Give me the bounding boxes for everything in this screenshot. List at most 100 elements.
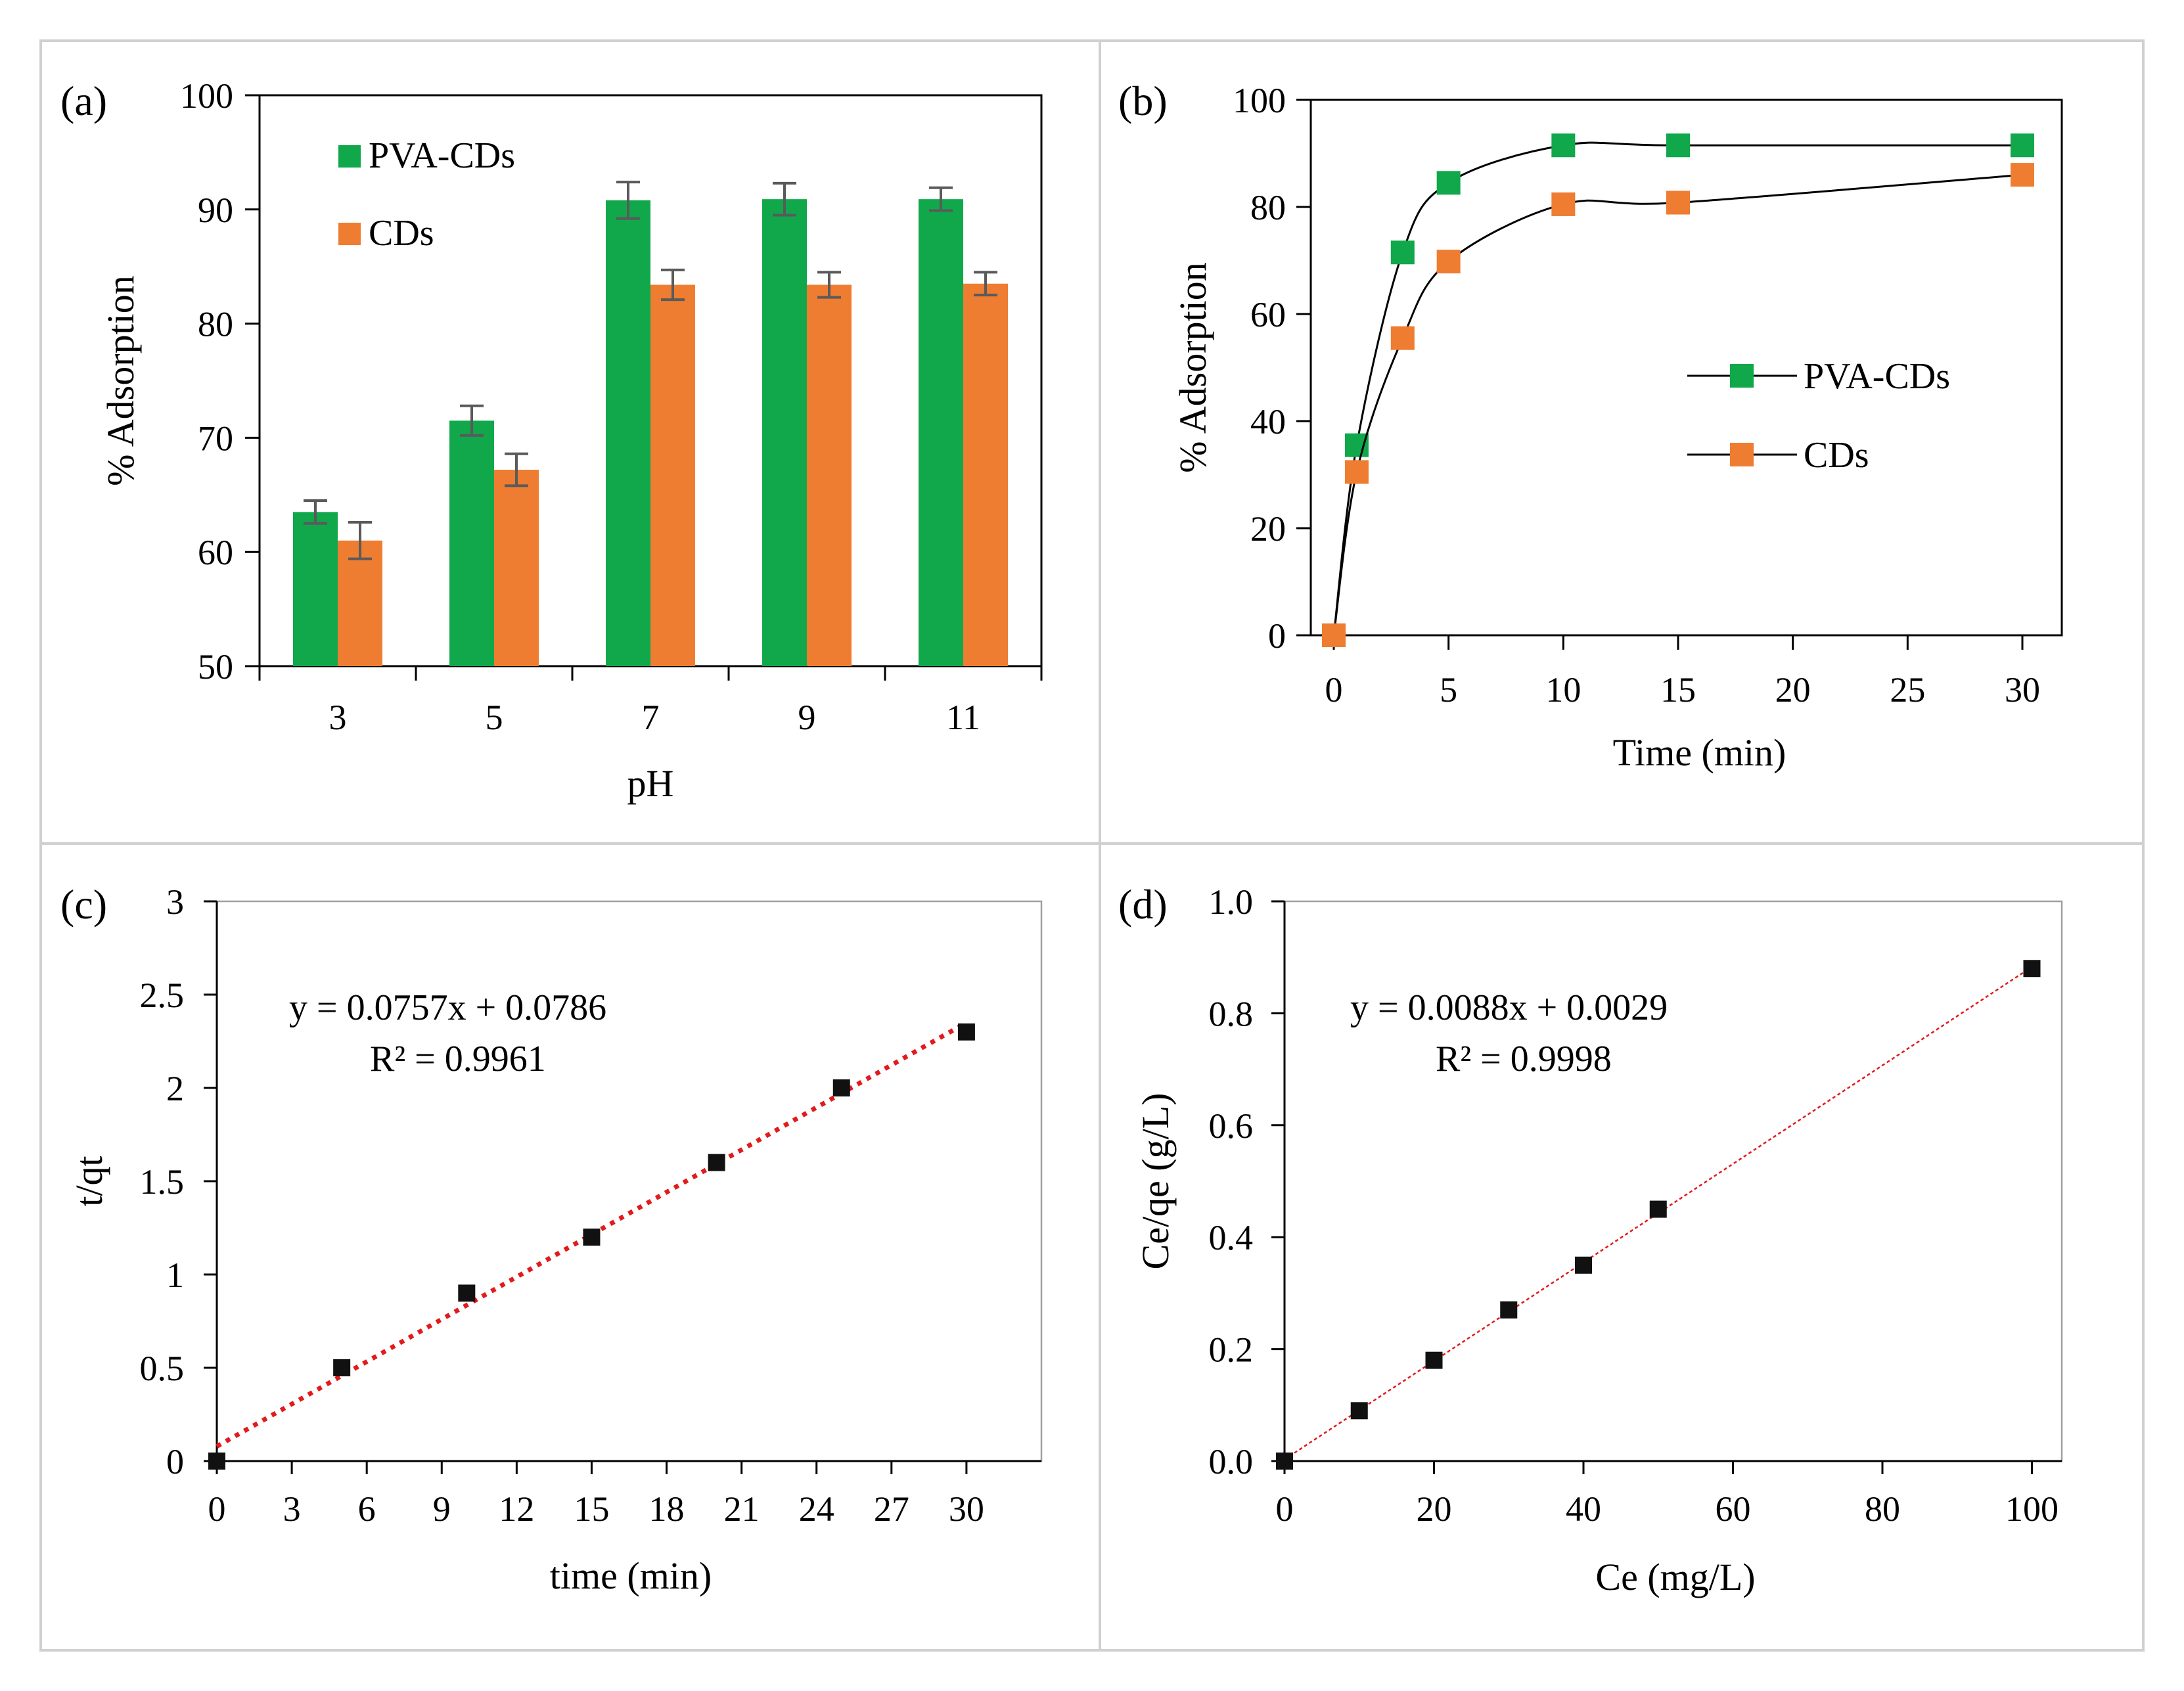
x-tick-label: 0: [1325, 670, 1343, 710]
x-tick-label: 20: [1417, 1489, 1452, 1529]
y-tick-label: 0: [166, 1442, 184, 1481]
x-tick-label: 5: [1440, 670, 1457, 710]
data-point-2: [1425, 1351, 1443, 1369]
bar-cds-7: [650, 284, 695, 666]
bar-pva-cds-7: [606, 200, 650, 666]
y-tick-label: 2.5: [140, 976, 185, 1015]
bar-pva-cds-11: [919, 199, 963, 667]
x-tick-label: 11: [946, 698, 980, 737]
y-tick-label: 60: [198, 533, 233, 572]
bar-cds-11: [963, 283, 1008, 666]
x-tick-label: 80: [1865, 1489, 1900, 1529]
y-axis-label: % Adsorption: [99, 275, 142, 486]
x-tick-label: 0: [1276, 1489, 1294, 1529]
legend-label-pva-cds: PVA-CDs: [369, 135, 515, 176]
legend-marker-cds: [1730, 443, 1754, 466]
y-tick-label: 0.0: [1209, 1442, 1254, 1481]
panel-d: (d) 0.0 0.2 0.4 0.6 0.8 1.0 0 20 40 60 80 100 Ce (mg/…: [1118, 881, 2063, 1598]
bar-cds-9: [807, 284, 852, 666]
equation-label: y = 0.0757x + 0.0786: [289, 987, 606, 1028]
marker-cds-t15: [1666, 191, 1690, 215]
legend-label-cds: CDs: [369, 213, 434, 254]
bar-pva-cds-5: [449, 420, 494, 666]
panel-c-tag: (c): [60, 881, 107, 928]
r2-label: R² = 0.9961: [370, 1039, 546, 1079]
x-axis-label: pH: [627, 762, 674, 805]
bar-cds-3: [338, 540, 382, 666]
marker-cds-t10: [1551, 192, 1576, 216]
y-tick-label: 90: [198, 191, 233, 230]
y-tick-label: 2: [166, 1069, 184, 1108]
y-tick-label: 60: [1250, 295, 1286, 334]
x-tick-label: 5: [486, 698, 503, 737]
panel-a: (a) 50 60 70 80 90 100 3 5 7 9 11 pH % Adsorption PVA-…: [60, 76, 1043, 805]
data-point-1: [1350, 1402, 1368, 1420]
x-tick-label: 15: [574, 1489, 609, 1529]
data-point-1: [333, 1359, 351, 1376]
x-tick-label: 0: [208, 1489, 226, 1529]
data-point-0: [208, 1453, 225, 1470]
marker-cds-t3: [1390, 326, 1415, 350]
data-point-5: [832, 1079, 850, 1096]
data-point-5: [1649, 1200, 1667, 1218]
y-tick-label: 20: [1250, 509, 1286, 549]
panel-b-tag: (b): [1118, 78, 1168, 124]
bar-pva-cds-3: [293, 512, 338, 666]
data-point-4: [708, 1154, 725, 1171]
x-tick-label: 100: [2005, 1489, 2059, 1529]
x-tick-label: 3: [283, 1489, 301, 1529]
y-tick-label: 80: [1250, 188, 1286, 227]
y-tick-label: 1: [166, 1255, 184, 1295]
x-tick-label: 24: [799, 1489, 834, 1529]
x-tick-label: 10: [1545, 670, 1581, 710]
x-tick-label: 18: [649, 1489, 685, 1529]
legend-marker-pva-cds: [1730, 364, 1754, 388]
y-tick-label: 80: [198, 305, 233, 344]
x-tick-label: 15: [1660, 670, 1696, 710]
x-tick-label: 21: [724, 1489, 760, 1529]
x-tick-label: 20: [1775, 670, 1811, 710]
y-tick-label: 0: [1268, 616, 1286, 656]
y-tick-label: 100: [1233, 81, 1286, 120]
marker-pva-cds-t3: [1390, 240, 1415, 265]
y-axis-label: t/qt: [68, 1156, 110, 1206]
y-tick-label: 0.2: [1209, 1330, 1254, 1370]
legend-label-pva-cds: PVA-CDs: [1804, 356, 1950, 397]
data-point-0: [1276, 1453, 1293, 1470]
x-tick-label: 9: [433, 1489, 451, 1529]
y-tick-label: 3: [166, 882, 184, 922]
y-tick-label: 0.8: [1209, 994, 1254, 1033]
marker-pva-cds-t5: [1436, 171, 1461, 195]
marker-pva-cds-t10: [1551, 133, 1576, 158]
x-tick-label: 12: [499, 1489, 534, 1529]
data-point-6: [957, 1023, 975, 1041]
y-tick-label: 0.6: [1209, 1106, 1254, 1146]
legend-swatch-pva-cds: [338, 145, 361, 168]
data-point-3: [583, 1229, 601, 1246]
marker-pva-cds-t15: [1666, 133, 1690, 158]
r2-label: R² = 0.9998: [1436, 1039, 1612, 1079]
marker-cds-t0: [1322, 623, 1346, 647]
y-tick-label: 1.5: [140, 1162, 185, 1202]
x-tick-label: 3: [329, 698, 347, 737]
x-tick-label: 7: [642, 698, 660, 737]
x-tick-label: 27: [874, 1489, 909, 1529]
y-tick-label: 100: [180, 76, 233, 116]
trendline: [1284, 966, 2033, 1460]
y-tick-label: 50: [198, 647, 233, 687]
plot-frame: [1309, 99, 2063, 637]
x-axis-label: time (min): [550, 1554, 712, 1597]
x-tick-label: 40: [1566, 1489, 1601, 1529]
equation-label: y = 0.0088x + 0.0029: [1350, 987, 1668, 1028]
x-tick-label: 9: [798, 698, 816, 737]
data-point-4: [1575, 1256, 1592, 1274]
y-tick-label: 40: [1250, 402, 1286, 441]
bar-cds-5: [494, 470, 539, 666]
marker-cds-t30: [2011, 163, 2034, 187]
legend-label-cds: CDs: [1804, 435, 1869, 476]
y-tick-label: 0.4: [1209, 1218, 1254, 1257]
data-point-2: [458, 1284, 476, 1302]
panel-border-3: [1099, 842, 2145, 1652]
x-axis-label: Ce (mg/L): [1595, 1556, 1755, 1598]
